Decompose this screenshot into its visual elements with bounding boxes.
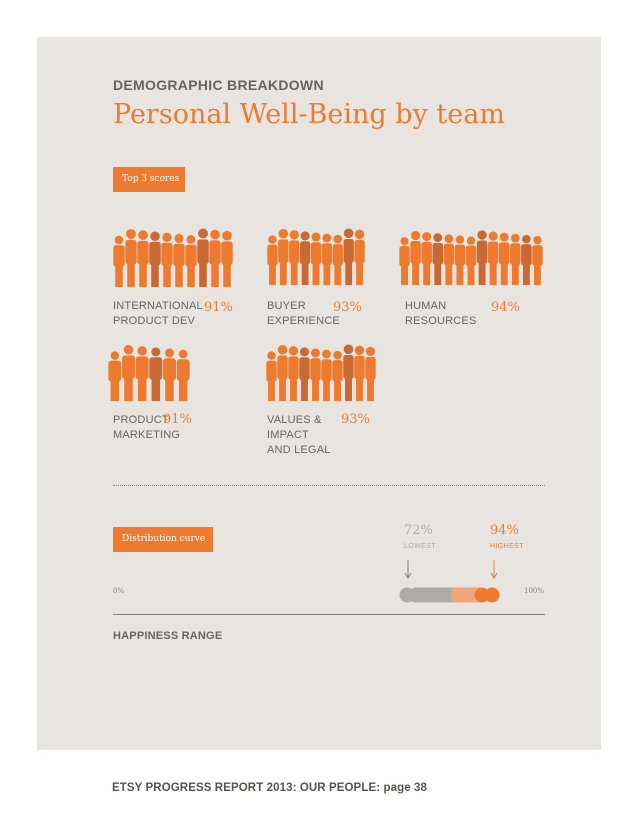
person-icon — [288, 346, 299, 401]
distribution-curve-label: Distribution curve — [113, 527, 213, 552]
person-icon — [163, 348, 176, 401]
person-icon — [267, 235, 278, 285]
person-icon — [197, 228, 209, 287]
person-icon — [185, 235, 197, 287]
person-icon — [173, 233, 185, 287]
person-icon — [149, 347, 163, 401]
person-icon — [321, 349, 332, 401]
person-icon — [310, 348, 321, 401]
person-icon — [149, 231, 161, 287]
lowest-arrow-icon — [404, 560, 412, 579]
person-icon — [278, 229, 289, 285]
section-divider — [113, 485, 545, 486]
person-icon — [487, 231, 499, 285]
people-crowd-icon — [267, 228, 365, 285]
happiness-axis — [113, 614, 545, 615]
team-values-impact-legal — [266, 343, 376, 401]
person-icon — [332, 234, 343, 285]
person-icon — [332, 350, 343, 401]
person-icon — [343, 228, 354, 285]
team-name: INTERNATIONAL PRODUCT DEV — [113, 300, 203, 327]
person-icon — [161, 232, 173, 287]
person-icon — [354, 345, 365, 401]
person-icon — [108, 351, 122, 401]
person-icon — [299, 347, 310, 401]
person-icon — [498, 232, 510, 285]
person-icon — [221, 230, 233, 287]
person-icon — [365, 346, 376, 401]
people-crowd-icon — [113, 228, 233, 287]
report-panel: DEMOGRAPHIC BREAKDOWN Personal Well-Bein… — [37, 37, 601, 750]
highest-arrow-icon — [490, 560, 498, 579]
team-score: 93% — [333, 300, 362, 315]
person-icon — [113, 235, 125, 287]
person-icon — [421, 232, 432, 285]
person-icon — [289, 230, 300, 285]
axis-max-label: 100% — [524, 587, 545, 595]
team-score: 91% — [163, 412, 192, 427]
person-icon — [343, 344, 354, 401]
highest-value: 94% — [490, 523, 519, 538]
person-icon — [135, 346, 149, 401]
team-name: VALUES & IMPACT AND LEGAL — [267, 414, 331, 456]
team-score: 94% — [491, 300, 520, 315]
team-name: HUMAN RESOURCES — [405, 300, 477, 327]
highest-label: HIGHEST — [490, 543, 524, 550]
person-icon — [443, 234, 455, 285]
team-name: BUYER EXPERIENCE — [267, 300, 340, 327]
person-icon — [310, 232, 322, 285]
axis-min-label: 0% — [113, 587, 125, 595]
team-product-marketing — [108, 343, 190, 401]
person-icon — [465, 236, 477, 285]
person-icon — [476, 230, 488, 285]
top-scores-label: Top 3 scores — [113, 167, 185, 192]
person-icon — [277, 345, 288, 401]
person-icon — [432, 233, 444, 285]
page-footer: ETSY PROGRESS REPORT 2013: OUR PEOPLE: p… — [112, 782, 427, 794]
section-kicker: DEMOGRAPHIC BREAKDOWN — [113, 77, 324, 93]
lowest-value: 72% — [404, 523, 433, 538]
person-icon — [176, 349, 190, 401]
team-name: PRODUCT MARKETING — [113, 414, 181, 441]
person-icon — [137, 230, 149, 287]
person-icon — [399, 237, 410, 285]
happiness-range-label: HAPPINESS RANGE — [113, 630, 223, 642]
people-crowd-icon — [108, 345, 190, 401]
person-icon — [125, 229, 137, 287]
team-human-resources — [399, 229, 543, 285]
team-score: 93% — [341, 412, 370, 427]
person-icon — [122, 345, 135, 401]
lowest-label: LOWEST — [404, 543, 436, 550]
person-icon — [209, 229, 221, 287]
person-icon — [532, 235, 543, 285]
page-title: Personal Well-Being by team — [113, 99, 505, 130]
person-icon — [321, 233, 333, 285]
person-icon — [510, 233, 521, 285]
team-international-product-dev — [113, 227, 233, 287]
person-icon — [354, 229, 365, 285]
person-icon — [410, 230, 421, 285]
people-crowd-icon — [399, 230, 543, 285]
person-icon — [266, 351, 277, 401]
people-crowd-icon — [266, 344, 376, 401]
person-icon — [299, 231, 311, 285]
team-buyer-experience — [267, 227, 365, 285]
distribution-bubbles — [399, 587, 500, 603]
team-score: 91% — [204, 300, 233, 315]
person-icon — [454, 235, 466, 285]
person-icon — [521, 234, 532, 285]
